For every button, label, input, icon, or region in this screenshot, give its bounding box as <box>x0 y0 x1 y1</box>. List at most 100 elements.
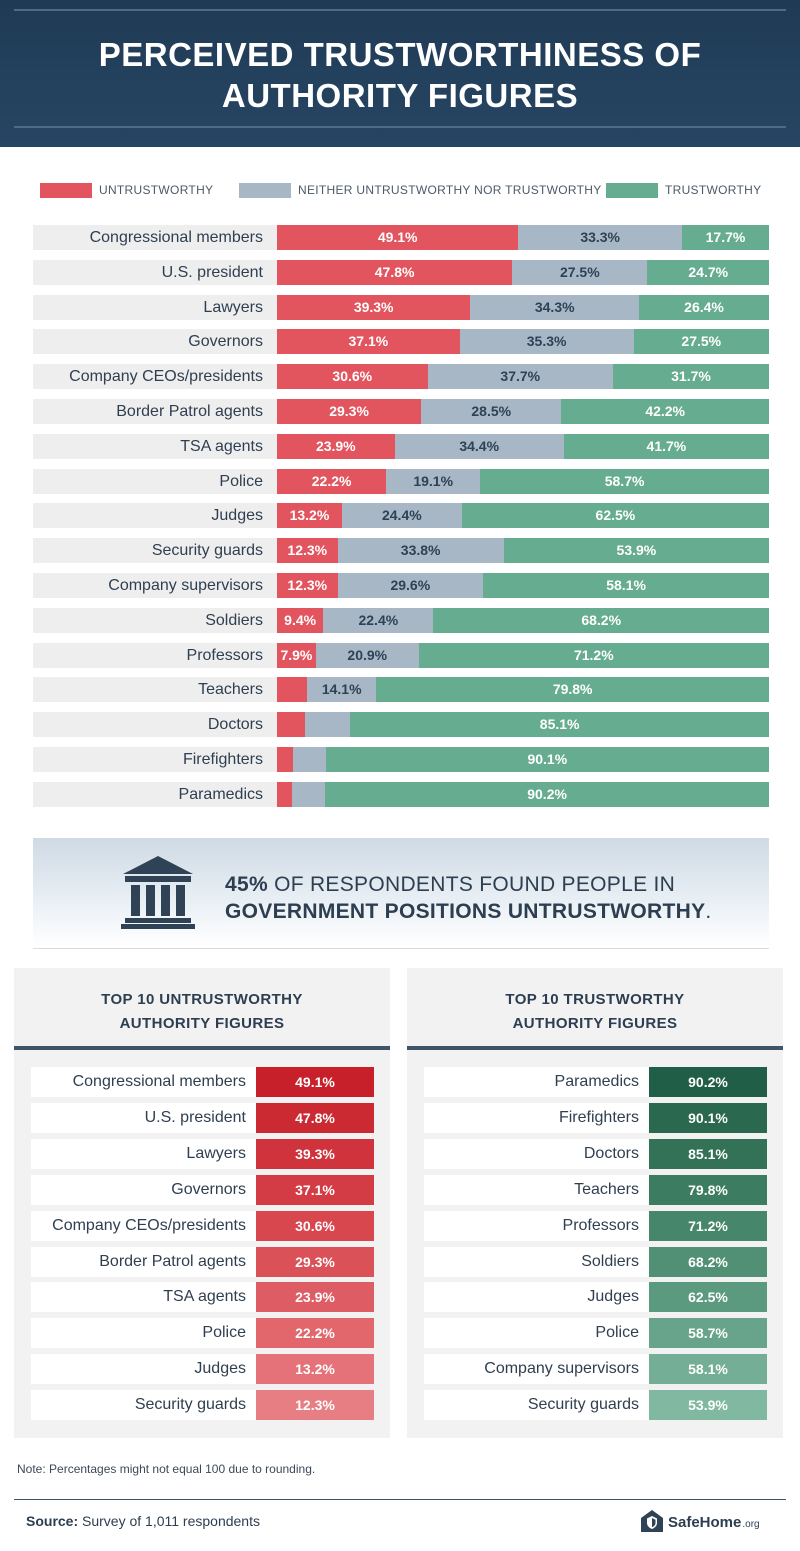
ranking-row: Soldiers 68.2% <box>424 1246 767 1277</box>
row-label-background <box>33 538 277 564</box>
row-label-background <box>33 503 277 529</box>
stacked-bar: 90.1% <box>277 747 769 772</box>
bar-segment-untrustworthy: 22.2% <box>277 468 387 494</box>
bar-row: Paramedics 90.2% <box>33 781 769 807</box>
bar-row: Judges 13.2% 24.4% 62.5% <box>33 503 769 529</box>
page-title: PERCEIVED TRUSTWORTHINESS OF AUTHORITY F… <box>0 34 800 116</box>
ranking-value: 22.2% <box>256 1318 374 1349</box>
ranking-label: Teachers <box>574 1180 639 1198</box>
ranking-row: Firefighters 90.1% <box>424 1102 767 1133</box>
legend-label-neither: NEITHER UNTRUSTWORTHY NOR TRUSTWORTHY <box>298 183 602 197</box>
category-label: Soldiers <box>205 611 263 629</box>
row-label-background <box>33 294 277 320</box>
row-label-background <box>33 468 277 494</box>
top-trustworthy-panel: TOP 10 TRUSTWORTHY AUTHORITY FIGURES Par… <box>407 968 783 1438</box>
callout-text: 45% OF RESPONDENTS FOUND PEOPLE IN GOVER… <box>225 871 712 925</box>
bar-row: Congressional members 49.1% 33.3% 17.7% <box>33 225 769 250</box>
category-label: Security guards <box>151 542 263 560</box>
row-label-background <box>33 329 277 355</box>
ranking-value: 49.1% <box>256 1067 374 1097</box>
bar-segment-trustworthy: 17.7% <box>682 225 769 250</box>
ranking-value: 47.8% <box>256 1102 374 1133</box>
bar-segment-untrustworthy: 30.6% <box>277 364 428 390</box>
bar-row: Lawyers 39.3% 34.3% 26.4% <box>33 294 769 320</box>
legend-trustworthy: TRUSTWORTHY <box>606 180 761 200</box>
ranking-value: 29.3% <box>256 1246 374 1277</box>
callout-bold: GOVERNMENT POSITIONS UNTRUSTWORTHY <box>225 900 706 923</box>
bar-segment-untrustworthy: 47.8% <box>277 259 513 285</box>
ranking-row: Lawyers 39.3% <box>31 1138 374 1169</box>
stacked-bar: 85.1% <box>277 712 769 738</box>
bar-segment-untrustworthy: 13.2% <box>277 503 342 529</box>
bar-segment-untrustworthy: 9.4% <box>277 607 324 633</box>
ranking-row: Security guards 12.3% <box>31 1390 374 1421</box>
source-detail: Survey of 1,011 respondents <box>78 1513 260 1529</box>
bar-segment-neither: 34.4% <box>394 433 564 459</box>
ranking-row: TSA agents 23.9% <box>31 1282 374 1313</box>
bar-segment-neither: 35.3% <box>459 329 634 355</box>
safehome-logo[interactable]: SafeHome .org <box>640 1509 760 1535</box>
top-trustworthy-title-2: AUTHORITY FIGURES <box>512 1015 678 1032</box>
legend-untrustworthy: UNTRUSTWORTHY <box>40 180 213 200</box>
bar-segment-trustworthy: 24.7% <box>647 259 769 285</box>
stacked-bar: 47.8% 27.5% 24.7% <box>277 259 769 285</box>
ranking-row: Company CEOs/presidents 30.6% <box>31 1210 374 1241</box>
bar-segment-untrustworthy: 23.9% <box>277 433 395 459</box>
top-untrustworthy-title-2: AUTHORITY FIGURES <box>119 1015 285 1032</box>
stacked-bar: 29.3% 28.5% 42.2% <box>277 399 769 424</box>
bar-row: Professors 7.9% 20.9% 71.2% <box>33 642 769 668</box>
category-label: Doctors <box>207 716 263 734</box>
ranking-value: 58.7% <box>649 1318 767 1349</box>
bar-segment-neither: 28.5% <box>421 399 562 424</box>
bar-row: Company supervisors 12.3% 29.6% 58.1% <box>33 573 769 598</box>
top-trustworthy-title: TOP 10 TRUSTWORTHY AUTHORITY FIGURES <box>407 988 783 1036</box>
bar-segment-untrustworthy <box>277 781 292 807</box>
bar-segment-trustworthy: 68.2% <box>433 607 769 633</box>
ranking-row: Congressional members 49.1% <box>31 1067 374 1097</box>
bar-segment-neither: 20.9% <box>315 642 419 668</box>
ranking-row: Professors 71.2% <box>424 1210 767 1241</box>
legend-neither: NEITHER UNTRUSTWORTHY NOR TRUSTWORTHY <box>239 180 602 200</box>
bar-row: Border Patrol agents 29.3% 28.5% 42.2% <box>33 399 769 424</box>
ranking-label: Firefighters <box>558 1108 639 1126</box>
category-label: Paramedics <box>178 785 263 803</box>
bar-segment-trustworthy: 85.1% <box>350 712 769 738</box>
ranking-label: Judges <box>194 1360 246 1378</box>
category-label: U.S. president <box>161 263 263 281</box>
footer-divider <box>14 1499 786 1500</box>
bar-segment-neither: 14.1% <box>307 677 377 703</box>
stacked-bar: 7.9% 20.9% 71.2% <box>277 642 769 668</box>
source-text: Source: Survey of 1,011 respondents <box>26 1513 260 1529</box>
bar-segment-untrustworthy: 39.3% <box>277 294 471 320</box>
ranking-value: 62.5% <box>649 1282 767 1313</box>
ranking-label: TSA agents <box>163 1288 246 1306</box>
ranking-label: Police <box>595 1324 639 1342</box>
ranking-row: Doctors 85.1% <box>424 1138 767 1169</box>
callout-end: . <box>705 900 712 923</box>
title-line-1: PERCEIVED TRUSTWORTHINESS OF <box>98 36 702 73</box>
bar-row: Company CEOs/presidents 30.6% 37.7% 31.7% <box>33 364 769 390</box>
ranking-row: Teachers 79.8% <box>424 1174 767 1205</box>
ranking-value: 58.1% <box>649 1354 767 1385</box>
legend-label-untrustworthy: UNTRUSTWORTHY <box>99 183 214 197</box>
bar-segment-trustworthy: 41.7% <box>563 433 769 459</box>
ranking-row: Paramedics 90.2% <box>424 1067 767 1097</box>
logo-suffix: .org <box>742 1518 760 1530</box>
bar-segment-untrustworthy <box>277 747 293 772</box>
ranking-label: Governors <box>171 1180 246 1198</box>
ranking-label: U.S. president <box>144 1108 246 1126</box>
logo-text: SafeHome <box>668 1513 742 1531</box>
row-label-background <box>33 225 277 250</box>
house-shield-icon <box>641 1510 663 1532</box>
rounding-note: Note: Percentages might not equal 100 du… <box>17 1462 316 1476</box>
stacked-bar: 12.3% 33.8% 53.9% <box>277 538 769 564</box>
row-label-background <box>33 259 277 285</box>
bar-row: Soldiers 9.4% 22.4% 68.2% <box>33 607 769 633</box>
ranking-value: 85.1% <box>649 1138 767 1169</box>
bar-segment-trustworthy: 53.9% <box>503 538 769 564</box>
bar-segment-untrustworthy: 7.9% <box>277 642 316 668</box>
callout-line-1: OF RESPONDENTS FOUND PEOPLE IN <box>267 873 676 896</box>
bar-segment-untrustworthy: 12.3% <box>277 573 338 598</box>
ranking-label: Soldiers <box>581 1252 639 1270</box>
ranking-label: Doctors <box>583 1144 639 1162</box>
